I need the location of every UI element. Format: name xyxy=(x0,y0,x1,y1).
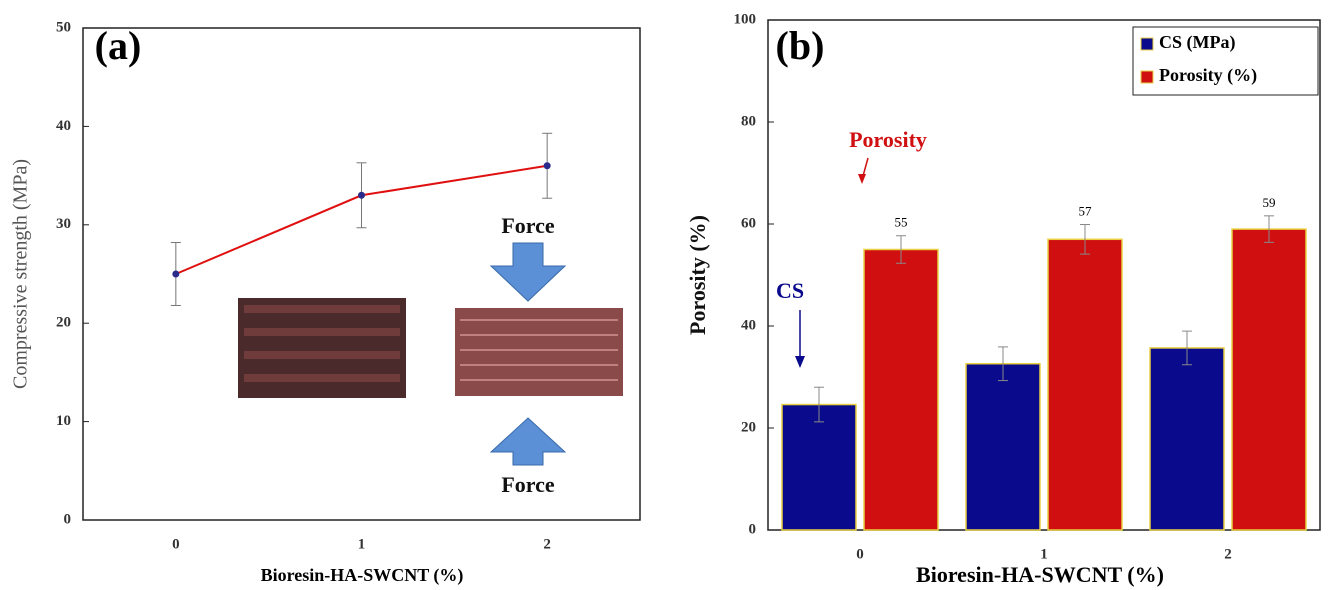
data-label: 57 xyxy=(1079,203,1093,218)
annotation: Force xyxy=(501,213,555,238)
y-tick-label: 100 xyxy=(734,11,757,27)
marker xyxy=(544,162,551,169)
y-tick-label: 80 xyxy=(741,113,756,129)
marker xyxy=(358,192,365,199)
force-arrow-down xyxy=(491,243,565,301)
marker xyxy=(172,271,179,278)
bar xyxy=(864,250,938,531)
y-tick-label: 10 xyxy=(56,413,71,429)
bar xyxy=(1150,348,1224,530)
x-tick-label: 0 xyxy=(856,546,864,562)
data-label: 55 xyxy=(895,215,908,230)
data-label: 59 xyxy=(1263,195,1276,210)
x-tick-label: 1 xyxy=(358,536,366,552)
panel-label: (a) xyxy=(95,23,142,68)
annotation-arrows xyxy=(795,158,868,368)
y-tick-label: 40 xyxy=(56,118,71,134)
legend-swatch xyxy=(1141,38,1153,50)
legend-label: Porosity (%) xyxy=(1159,65,1257,86)
x-axis-label: Bioresin-HA-SWCNT (%) xyxy=(916,562,1164,587)
panel-label: (b) xyxy=(776,23,825,68)
y-tick-label: 60 xyxy=(741,215,756,231)
legend-label: CS (MPa) xyxy=(1159,32,1235,53)
y-tick-label: 30 xyxy=(56,216,71,232)
sample-photos xyxy=(238,243,623,465)
bar xyxy=(966,364,1040,530)
x-tick-label: 2 xyxy=(543,536,551,552)
x-tick-label: 1 xyxy=(1040,546,1048,562)
annotation: Porosity xyxy=(849,127,927,152)
y-axis-label: Porosity (%) xyxy=(685,215,710,335)
y-tick-label: 0 xyxy=(749,521,757,537)
figure: 01020304050012Bioresin-HA-SWCNT (%)Compr… xyxy=(0,0,1331,590)
y-axis-label: Compressive strength (MPa) xyxy=(10,159,32,389)
y-tick-label: 50 xyxy=(56,19,71,35)
annotation: Force xyxy=(501,472,555,497)
x-axis-label: Bioresin-HA-SWCNT (%) xyxy=(261,565,464,586)
legend-swatch xyxy=(1141,71,1153,83)
bar xyxy=(1048,239,1122,530)
annotation: CS xyxy=(776,278,804,303)
bar xyxy=(1232,229,1306,530)
y-tick-label: 40 xyxy=(741,317,756,333)
y-tick-label: 0 xyxy=(64,511,72,527)
y-tick-label: 20 xyxy=(56,315,71,331)
x-tick-label: 0 xyxy=(172,536,180,552)
force-arrow-up xyxy=(491,418,565,465)
bar xyxy=(782,405,856,530)
x-tick-label: 2 xyxy=(1224,546,1232,562)
y-tick-label: 20 xyxy=(741,419,756,435)
photo-compressed xyxy=(455,308,623,396)
